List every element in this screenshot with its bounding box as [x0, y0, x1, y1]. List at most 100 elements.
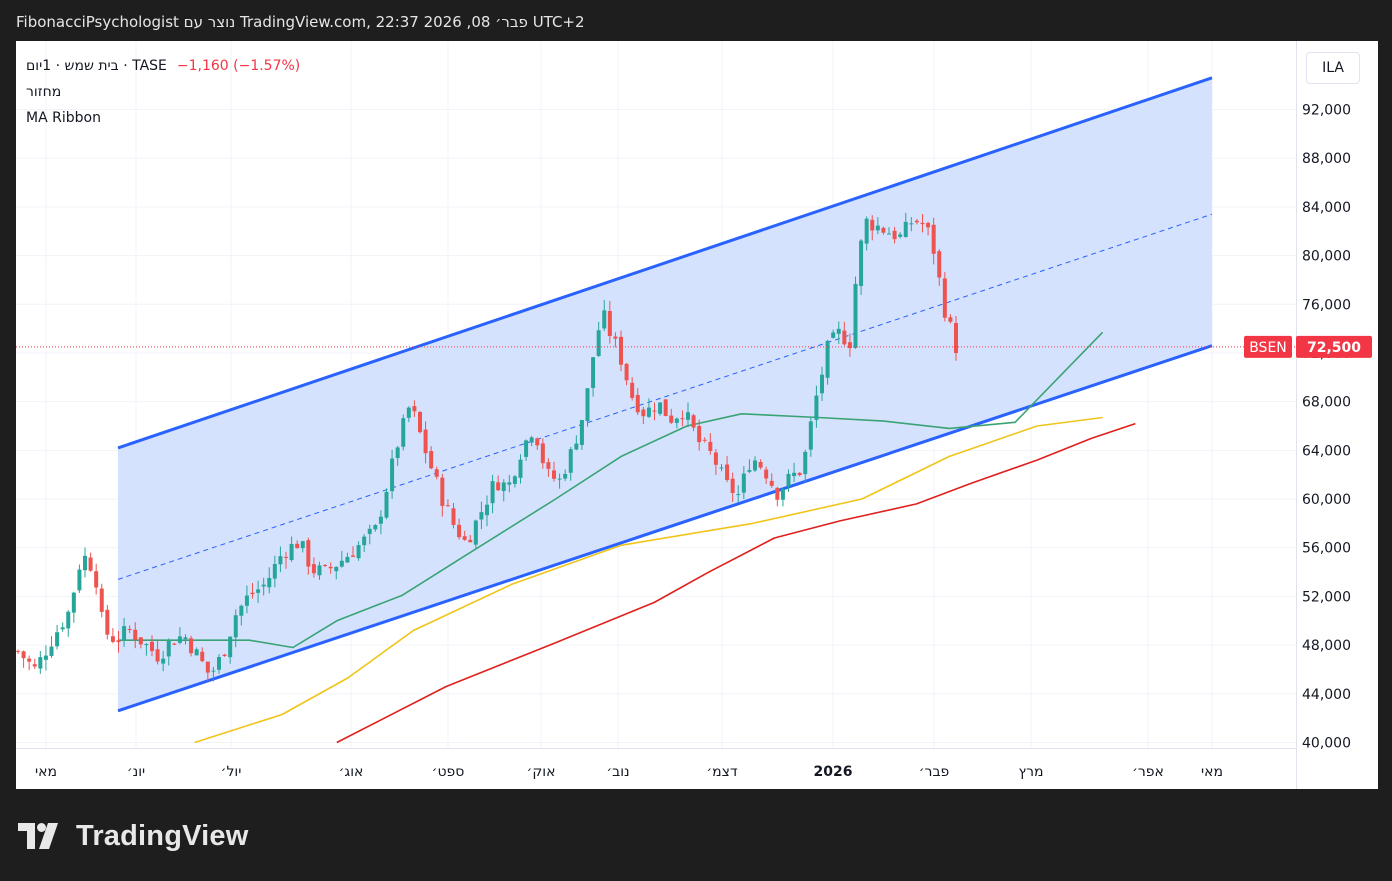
candle-body: [295, 543, 300, 549]
price-badge: [1296, 335, 1372, 358]
y-tick-label: 60,000: [1302, 492, 1351, 508]
legend-symbol[interactable]: בית שמש · 1יום · TASE: [26, 58, 167, 74]
candle-body: [875, 225, 880, 231]
x-tick-label: דצמ׳: [706, 764, 738, 780]
candle-body: [211, 670, 216, 672]
candle-body: [803, 451, 808, 475]
candle-body: [574, 443, 579, 450]
y-tick-label: 56,000: [1302, 541, 1351, 557]
candle-body: [99, 588, 104, 612]
y-tick-label: 44,000: [1302, 687, 1351, 703]
candle-body: [138, 637, 143, 645]
candle-body: [32, 664, 37, 667]
candle-body: [261, 584, 266, 587]
candle-body: [630, 382, 635, 398]
price-badge-label: 72,500: [1307, 340, 1361, 356]
candle-body: [334, 566, 339, 572]
tradingview-logo: TradingView: [18, 818, 249, 854]
currency-button[interactable]: ILA: [1306, 52, 1360, 84]
symbol-badge: [1244, 335, 1292, 358]
candle-body: [909, 223, 914, 225]
legend-ma-ribbon[interactable]: MA Ribbon: [26, 110, 101, 126]
candle-body: [496, 482, 501, 491]
candle-body: [758, 461, 763, 468]
candle-body: [177, 636, 182, 643]
candle-body: [881, 227, 886, 233]
candle-body: [356, 545, 361, 559]
candle-body: [166, 640, 171, 657]
candle-body: [412, 406, 417, 412]
candle-body: [228, 636, 233, 658]
y-tick-label: 84,000: [1302, 200, 1351, 216]
y-tick-label: 52,000: [1302, 589, 1351, 605]
candle-body: [43, 655, 48, 660]
candle-body: [808, 421, 813, 450]
candle-body: [669, 415, 674, 423]
candle-body: [250, 592, 255, 595]
candle-body: [200, 651, 205, 662]
candle-body: [351, 555, 355, 557]
y-tick-label: 40,000: [1302, 736, 1351, 752]
candle-body: [317, 565, 322, 576]
candle-body: [429, 451, 434, 469]
candle-body: [401, 418, 406, 447]
candle-body: [719, 467, 724, 469]
candle-body: [954, 322, 958, 354]
candle-body: [445, 505, 450, 507]
candle-body: [457, 524, 462, 538]
legend-change: −1,160 (−1.57%): [176, 58, 301, 74]
candle-body: [272, 563, 277, 579]
x-tick-label: ספט׳: [432, 764, 465, 780]
candle-body: [373, 525, 378, 530]
candle-body: [507, 482, 512, 485]
candle-body: [423, 429, 428, 454]
candle-body: [529, 437, 534, 443]
candle-body: [306, 540, 311, 567]
candle-body: [780, 489, 785, 500]
candle-body: [942, 278, 947, 318]
candle-body: [937, 251, 942, 278]
candle-body: [55, 632, 60, 647]
candle-body: [842, 330, 847, 345]
x-tick-label: יול׳: [221, 764, 242, 780]
candle-body: [596, 330, 601, 356]
x-tick-label: אוק׳: [527, 764, 556, 780]
candle-body: [233, 615, 238, 638]
candle-body: [205, 661, 210, 673]
candles: [16, 212, 958, 682]
candle-body: [926, 222, 931, 228]
candle-body: [150, 641, 154, 652]
candle-body: [194, 649, 199, 656]
candle-body: [903, 221, 908, 237]
candle-body: [239, 605, 244, 616]
candle-body: [753, 460, 757, 471]
candle-body: [619, 336, 623, 365]
candle-body: [27, 658, 32, 662]
candle-body: [479, 512, 484, 520]
x-tick-label: מרץ: [1019, 764, 1044, 780]
candle-body: [697, 426, 702, 443]
x-tick-label: יונ׳: [127, 764, 145, 780]
candle-body: [708, 441, 713, 451]
legend-volume[interactable]: מחזור: [26, 84, 62, 100]
candle-body: [702, 439, 707, 441]
x-tick-label: 2026: [814, 764, 853, 780]
x-tick-label: אפר׳: [1132, 764, 1164, 780]
candle-body: [267, 577, 272, 588]
candle-body: [931, 224, 936, 254]
candle-body: [557, 478, 562, 480]
chart-panel[interactable]: 40,000 44,000 48,000 52,000 56,000 60,000 64,0…: [16, 41, 1378, 789]
candle-body: [674, 418, 679, 423]
candle-body: [568, 449, 573, 473]
candle-body: [831, 332, 836, 338]
candle-body: [284, 556, 288, 558]
price-chart[interactable]: 40,000 44,000 48,000 52,000 56,000 60,000 64,0…: [16, 41, 1378, 789]
candle-body: [563, 473, 568, 479]
candle-body: [658, 402, 663, 414]
candle-body: [898, 234, 903, 237]
symbol-badge-label: BSEN: [1249, 340, 1287, 356]
y-tick-label: 48,000: [1302, 638, 1351, 654]
candle-body: [814, 395, 819, 420]
candle-body: [792, 472, 797, 477]
candle-body: [663, 399, 668, 416]
